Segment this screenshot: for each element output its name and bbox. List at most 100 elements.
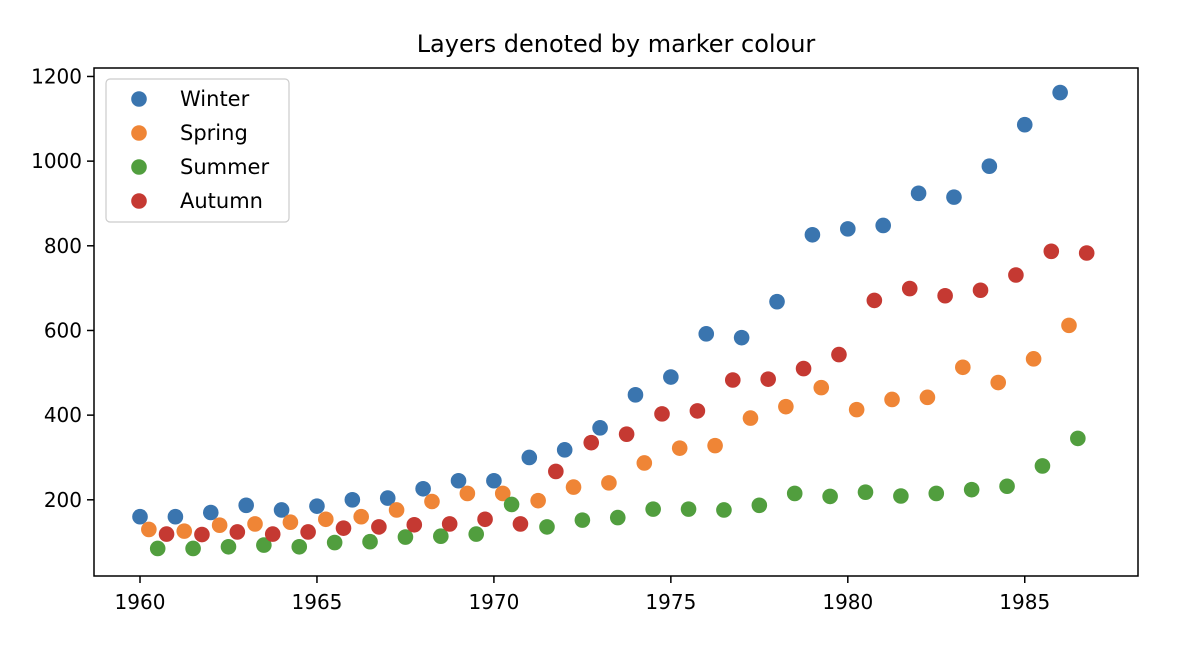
point-spring (1061, 317, 1077, 334)
point-spring (141, 521, 157, 538)
point-spring (636, 455, 653, 471)
point-winter (132, 508, 148, 525)
y-tick-label: 800 (44, 234, 82, 258)
point-autumn (689, 403, 706, 419)
point-autumn (229, 524, 246, 540)
point-winter (910, 185, 927, 202)
point-spring (211, 517, 228, 533)
point-spring (459, 485, 476, 502)
point-autumn (831, 346, 847, 363)
point-winter (1052, 84, 1068, 101)
plot-area (132, 84, 1095, 557)
point-autumn (937, 287, 953, 304)
point-winter (379, 490, 396, 506)
point-winter (238, 497, 254, 514)
point-summer (185, 540, 201, 557)
point-summer (503, 496, 520, 513)
point-autumn (760, 371, 776, 387)
chart-title: Layers denoted by marker colour (417, 30, 816, 58)
point-spring (282, 514, 299, 531)
legend-label-autumn: Autumn (180, 189, 263, 213)
point-winter (946, 189, 962, 205)
point-autumn (371, 519, 387, 535)
point-winter (875, 217, 891, 234)
point-autumn (866, 292, 883, 309)
point-summer (220, 538, 237, 555)
point-spring (990, 374, 1007, 391)
point-winter (450, 472, 467, 489)
point-spring (919, 389, 936, 406)
point-spring (318, 511, 334, 528)
point-autumn (654, 406, 670, 422)
point-spring (884, 391, 900, 408)
point-spring (813, 379, 830, 396)
point-spring (530, 492, 546, 509)
series-autumn (158, 243, 1095, 543)
point-winter (556, 442, 573, 458)
point-winter (698, 326, 715, 342)
point-spring (424, 493, 440, 510)
legend-marker-winter (131, 91, 147, 107)
point-spring (955, 359, 971, 376)
y-tick-label: 600 (44, 318, 82, 342)
point-autumn (477, 511, 493, 528)
point-summer (716, 502, 732, 518)
point-summer (822, 488, 838, 505)
point-summer (326, 534, 343, 551)
x-tick-label: 1970 (468, 590, 519, 614)
x-tick-label: 1985 (999, 590, 1050, 614)
legend-box (105, 78, 290, 223)
point-summer (928, 485, 945, 502)
point-spring (848, 401, 865, 418)
x-tick-label: 1975 (645, 590, 696, 614)
point-summer (645, 501, 661, 517)
point-spring (494, 485, 511, 502)
point-winter (627, 387, 644, 403)
x-tick-label: 1960 (115, 590, 166, 614)
point-winter (663, 369, 679, 385)
point-spring (388, 502, 405, 518)
point-summer (574, 512, 591, 528)
point-winter (273, 502, 290, 518)
point-summer (857, 484, 874, 500)
point-spring (778, 398, 794, 415)
point-autumn (441, 516, 458, 532)
plot-frame (93, 67, 1139, 577)
point-autumn (158, 526, 175, 542)
point-winter (1016, 116, 1033, 133)
x-tick-label: 1965 (292, 590, 343, 614)
legend-label-winter: Winter (180, 87, 250, 111)
point-winter (769, 293, 785, 310)
point-spring (353, 508, 369, 525)
point-summer (609, 509, 626, 526)
point-autumn (1008, 267, 1024, 283)
x-tick-label: 1980 (822, 590, 873, 614)
y-tick-label: 1000 (31, 149, 82, 173)
point-winter (733, 329, 750, 346)
point-summer (433, 528, 449, 545)
point-autumn (406, 516, 423, 533)
point-autumn (972, 282, 989, 299)
point-winter (840, 221, 856, 237)
point-winter (521, 449, 538, 466)
point-winter (486, 472, 502, 489)
point-summer (539, 519, 555, 535)
series-winter (132, 84, 1068, 525)
point-spring (707, 437, 723, 454)
series-spring (141, 317, 1077, 539)
legend-marker-autumn (131, 193, 147, 209)
y-tick-label: 400 (44, 403, 82, 427)
point-summer (1034, 458, 1051, 474)
legend: Winter Spring Summer Autumn (105, 78, 290, 223)
point-summer (1070, 430, 1086, 447)
point-summer (468, 526, 485, 542)
point-autumn (901, 280, 918, 297)
point-spring (176, 523, 193, 539)
point-summer (893, 488, 909, 504)
point-spring (565, 479, 582, 495)
point-autumn (264, 526, 281, 542)
point-autumn (795, 360, 812, 377)
point-autumn (194, 526, 210, 543)
point-autumn (618, 426, 635, 442)
